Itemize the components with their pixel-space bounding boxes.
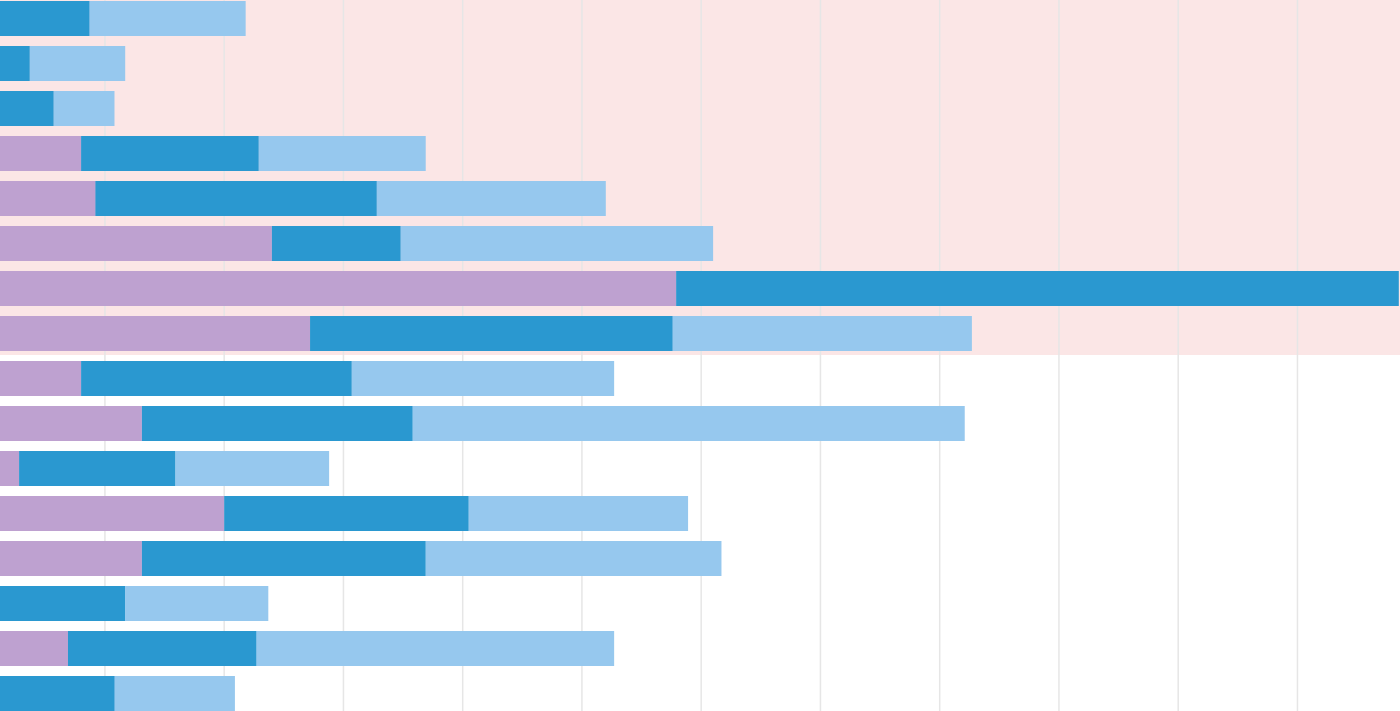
bar-segment <box>0 541 142 576</box>
bar-segment <box>0 316 311 351</box>
bar-segment <box>67 631 257 666</box>
bar-segment <box>376 181 606 216</box>
bar-segment <box>0 631 68 666</box>
bar-segment <box>468 496 689 531</box>
bar-segment <box>0 91 54 126</box>
bar-segment <box>351 361 615 396</box>
bar-segment <box>0 181 96 216</box>
bar-segment <box>81 136 259 171</box>
bar-segment <box>125 586 269 621</box>
bar-segment <box>114 676 235 711</box>
bar-segment <box>256 631 615 666</box>
bar-segment <box>19 451 176 486</box>
bar-segment <box>0 46 30 81</box>
bar-segment <box>53 91 115 126</box>
bar-segment <box>258 136 426 171</box>
bar-segment <box>0 271 677 306</box>
bar-segment <box>412 406 965 441</box>
bar-segment <box>0 361 82 396</box>
bar-segment <box>95 181 377 216</box>
bar-segment <box>676 271 1399 306</box>
bar-segment <box>81 361 352 396</box>
bar-segment <box>0 406 142 441</box>
bar-segment <box>672 316 972 351</box>
bar-segment <box>0 586 126 621</box>
bar-segment <box>29 46 126 81</box>
bar-segment <box>0 226 272 261</box>
bar-segment <box>89 1 246 36</box>
bar-segment <box>0 451 20 486</box>
bar-segment <box>271 226 401 261</box>
bar-segment <box>310 316 673 351</box>
bar-segment <box>0 1 90 36</box>
bar-segment <box>425 541 722 576</box>
bar-segment <box>400 226 714 261</box>
bar-segment <box>141 406 413 441</box>
bar-segment <box>0 136 82 171</box>
bar-segment <box>0 496 225 531</box>
bar-segment <box>175 451 330 486</box>
bar-segment <box>0 676 115 711</box>
bar-segment <box>141 541 426 576</box>
bar-segment <box>224 496 469 531</box>
